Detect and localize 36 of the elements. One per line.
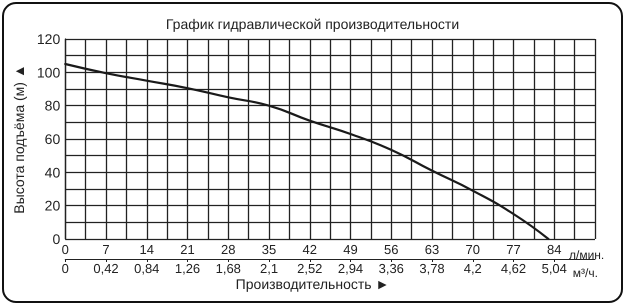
x2-tick-label: 1,26	[174, 261, 200, 276]
y-tick-label: 0	[52, 231, 60, 247]
chart-title: График гидравлической производительности	[166, 16, 460, 32]
x2-tick-label: 2,94	[338, 261, 364, 276]
x-tick-label: 35	[262, 242, 276, 257]
y-tick-label: 40	[44, 164, 60, 180]
x-tick-label: 28	[221, 242, 236, 257]
x-tick-label: 56	[384, 242, 398, 257]
x2-tick-label: 5,04	[542, 261, 567, 276]
text: Производительность ►	[236, 276, 390, 292]
x-tick-label: 84	[547, 242, 562, 257]
x2-tick-label: 4,62	[500, 261, 526, 276]
y-axis-title: Высота подъёма (м) ▲	[11, 64, 27, 214]
y-tick-label: 120	[36, 31, 60, 47]
y-tick-label: 20	[44, 198, 60, 214]
x2-tick-label: 4,2	[464, 261, 482, 276]
x2-tick-label: 3,36	[378, 261, 404, 276]
x-tick-label: 21	[180, 242, 195, 257]
x2-tick-label: 3,78	[419, 261, 445, 276]
x-tick-label: 42	[302, 242, 317, 257]
x2-tick-label: 2,1	[260, 261, 278, 276]
x-tick-label: 14	[140, 242, 154, 257]
x-axis-title: л/мин.	[569, 248, 604, 262]
x-tick-label: 49	[343, 242, 358, 257]
y-tick-label: 60	[44, 131, 60, 147]
x2-axis-title: м³/ч.	[572, 266, 598, 280]
x-tick-label: 7	[102, 242, 110, 257]
x-tick-label: 63	[424, 242, 440, 257]
x2-tick-label: 2,52	[297, 261, 322, 276]
x2-tick-label: 1,68	[216, 261, 241, 276]
x-tick-label: 70	[466, 242, 480, 257]
x2-tick-label: 0,84	[134, 261, 160, 276]
x-tick-label: 77	[506, 242, 521, 257]
y-tick-label: 100	[36, 64, 60, 80]
x2-tick-label: 0,42	[93, 261, 119, 276]
y-tick-label: 80	[44, 98, 60, 114]
